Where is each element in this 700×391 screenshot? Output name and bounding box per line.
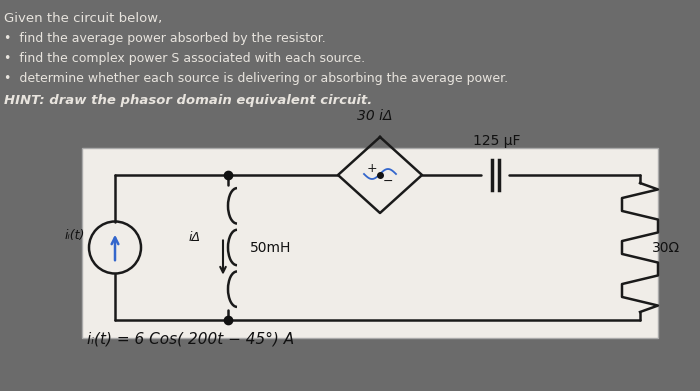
- Text: iᵢ(t) = 6 Cos( 200t − 45°) A: iᵢ(t) = 6 Cos( 200t − 45°) A: [87, 332, 294, 347]
- Polygon shape: [82, 148, 658, 338]
- Text: •  find the complex power S associated with each source.: • find the complex power S associated wi…: [4, 52, 365, 65]
- Text: −: −: [383, 174, 393, 188]
- Text: HINT: draw the phasor domain equivalent circuit.: HINT: draw the phasor domain equivalent …: [4, 94, 372, 107]
- Text: 30Ω: 30Ω: [652, 240, 680, 255]
- Text: •  find the average power absorbed by the resistor.: • find the average power absorbed by the…: [4, 32, 326, 45]
- Text: +: +: [367, 163, 377, 176]
- Text: iΔ: iΔ: [189, 231, 201, 244]
- Text: iᵢ(t): iᵢ(t): [64, 229, 85, 242]
- Text: 30 iΔ: 30 iΔ: [357, 109, 393, 123]
- Text: Given the circuit below,: Given the circuit below,: [4, 12, 162, 25]
- Text: 125 μF: 125 μF: [473, 134, 521, 148]
- Text: 50mH: 50mH: [250, 240, 291, 255]
- Text: •  determine whether each source is delivering or absorbing the average power.: • determine whether each source is deliv…: [4, 72, 508, 85]
